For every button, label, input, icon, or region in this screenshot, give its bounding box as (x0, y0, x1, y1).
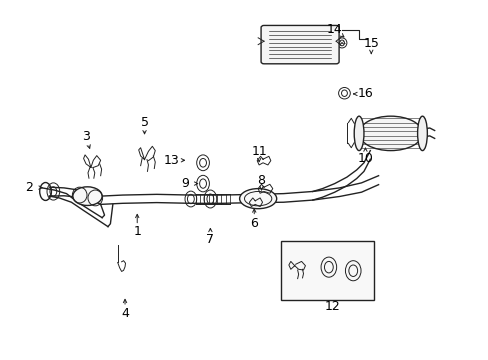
Text: 7: 7 (206, 233, 214, 246)
Text: 14: 14 (326, 23, 342, 36)
Text: 16: 16 (357, 87, 372, 100)
Text: 6: 6 (250, 216, 258, 230)
Text: 15: 15 (363, 37, 378, 50)
Bar (281, 241, 373, 300)
FancyBboxPatch shape (261, 26, 338, 64)
Text: 5: 5 (140, 116, 148, 129)
Ellipse shape (73, 187, 102, 206)
Text: 8: 8 (257, 174, 265, 186)
Ellipse shape (353, 116, 363, 150)
Ellipse shape (239, 189, 276, 209)
Text: 10: 10 (357, 152, 373, 165)
Text: 9: 9 (181, 177, 188, 190)
Text: 4: 4 (121, 307, 129, 320)
Text: 1: 1 (133, 225, 141, 238)
Ellipse shape (358, 116, 422, 150)
Text: 2: 2 (25, 181, 33, 194)
Ellipse shape (417, 116, 427, 150)
Text: 3: 3 (82, 130, 90, 144)
Text: 12: 12 (324, 300, 340, 313)
Text: 13: 13 (163, 154, 179, 167)
Text: 11: 11 (251, 145, 266, 158)
